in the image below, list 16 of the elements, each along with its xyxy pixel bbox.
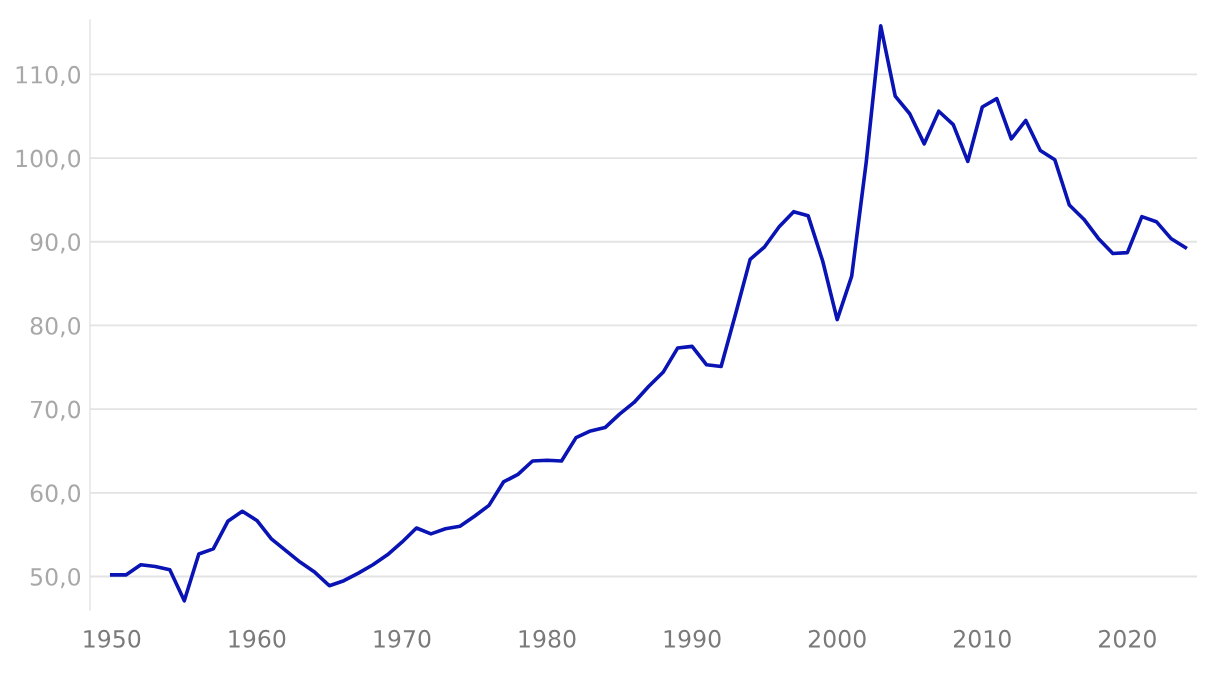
x-tick-label: 1950 [84, 629, 141, 648]
y-tick-label: 70,0 [31, 400, 81, 421]
y-tick-label: 60,0 [30, 484, 81, 505]
x-tick-label: 2010 [953, 629, 1011, 648]
line-series [109, 24, 1188, 603]
y-tick-label: 80,0 [30, 316, 81, 338]
x-tick-label: 1960 [229, 629, 286, 648]
y-tick-label: 100,0 [16, 149, 81, 170]
y-tick-label: 110,0 [16, 65, 81, 87]
x-tick-label: 1990 [664, 629, 721, 648]
y-tick-label: 90,0 [30, 233, 81, 254]
x-tick-label: 1970 [374, 629, 431, 648]
y-tick-label: 50,0 [30, 567, 81, 589]
x-tick-label: 1980 [519, 629, 576, 648]
x-tick-label: 2000 [808, 629, 866, 648]
x-tick-label: 2020 [1099, 629, 1156, 648]
